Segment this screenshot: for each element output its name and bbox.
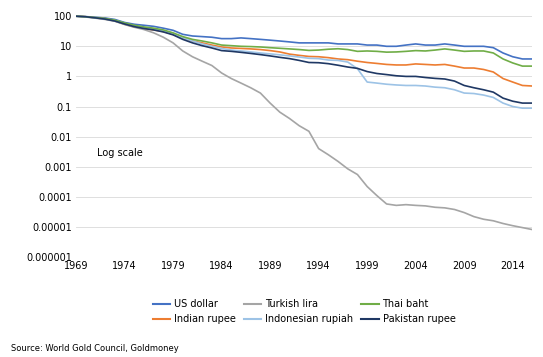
- Legend: US dollar, Indian rupee, Turkish lira, Indonesian rupiah, Thai baht, Pakistan ru: US dollar, Indian rupee, Turkish lira, I…: [153, 300, 456, 324]
- Text: Log scale: Log scale: [97, 148, 142, 159]
- Text: Source: World Gold Council, Goldmoney: Source: World Gold Council, Goldmoney: [11, 345, 179, 353]
